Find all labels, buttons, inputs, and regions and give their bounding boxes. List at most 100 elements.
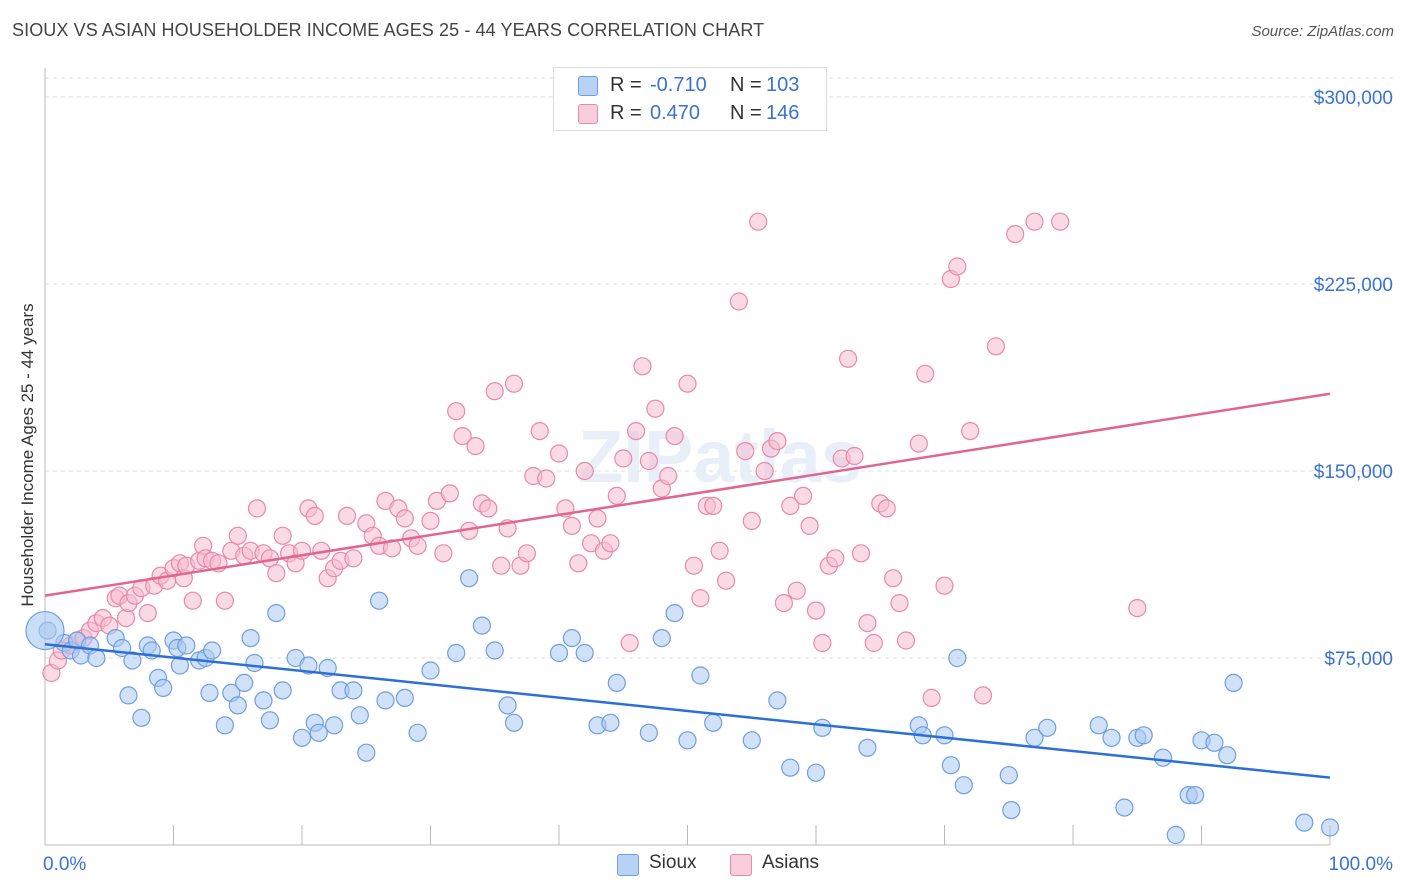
asians-point [116, 608, 136, 628]
sioux-point [935, 726, 954, 745]
asians-point [247, 499, 267, 518]
asians-point [755, 461, 774, 481]
asians-point [890, 593, 909, 613]
sioux-point [395, 688, 414, 708]
n-value: 103 [766, 74, 800, 96]
asians-point [826, 549, 845, 568]
sioux-point [678, 731, 697, 750]
asians-point [665, 427, 684, 446]
asians-point [626, 422, 646, 441]
sioux-point [154, 678, 173, 698]
sioux-point [123, 651, 142, 670]
asians-point [421, 511, 440, 531]
sioux-point [1185, 785, 1205, 805]
sioux-point [665, 603, 684, 623]
sioux-point [948, 648, 967, 668]
sioux-point [87, 648, 106, 668]
asians-point [659, 466, 678, 486]
sioux-point [1153, 748, 1173, 767]
asians-point [453, 427, 472, 446]
sioux-point [485, 641, 504, 660]
asians-point [434, 544, 453, 563]
sioux-point [460, 569, 479, 588]
asians-point [408, 536, 427, 555]
asians-point [485, 382, 504, 401]
sioux-point [447, 643, 466, 663]
sioux-point [999, 766, 1018, 785]
sioux-point [562, 628, 582, 648]
sioux-point [1205, 733, 1224, 752]
asians-point [614, 449, 633, 468]
asians-point [684, 556, 704, 575]
asians-point [562, 516, 582, 536]
asians-point [787, 581, 806, 600]
asians-swatch [730, 854, 752, 876]
asians-point [273, 526, 292, 545]
asians-point [382, 539, 402, 558]
axes [44, 68, 1331, 846]
sioux-point [575, 643, 594, 663]
asians-point [883, 569, 903, 588]
sioux-point [704, 713, 723, 732]
legend-label-sioux: Sioux [649, 852, 697, 873]
asians-point [601, 534, 620, 553]
asians-point [549, 444, 569, 463]
asians-point [504, 374, 524, 393]
sioux-point [267, 603, 286, 623]
asians-trend-line [44, 392, 1331, 597]
asians-point [806, 601, 826, 620]
asians-point [447, 402, 466, 421]
grid-lines [45, 77, 1395, 659]
asians-point [337, 506, 357, 526]
sioux-point [203, 641, 222, 660]
sioux-point [941, 756, 961, 775]
asians-point [749, 212, 768, 231]
asians-point [588, 509, 607, 528]
asians-point [896, 631, 916, 650]
asians-point [607, 486, 626, 505]
asians-point [935, 576, 954, 595]
asians-point [1051, 212, 1070, 231]
sioux-point [858, 738, 877, 757]
asians-point [1006, 225, 1025, 244]
chart-title: SIOUX VS ASIAN HOUSEHOLDER INCOME AGES 2… [12, 20, 765, 40]
asians-point [517, 544, 537, 563]
sioux-point [1038, 718, 1057, 737]
sioux-point [1002, 800, 1021, 820]
sioux-point [549, 643, 569, 663]
asians-point [742, 511, 761, 531]
asians-point [793, 486, 813, 505]
sioux-point [1320, 818, 1340, 837]
asians-point [851, 544, 871, 563]
asians-point [973, 686, 993, 705]
sioux-point [350, 706, 369, 725]
asians-point [569, 554, 588, 573]
sioux-point [498, 696, 517, 715]
asians-point [781, 496, 800, 515]
asians-point [646, 399, 665, 418]
asians-point [813, 633, 832, 653]
correlation-legend: R = -0.710 N = 103 R = 0.470 N = 146 [553, 67, 827, 131]
asians-point [479, 499, 498, 518]
asians-point [466, 437, 485, 456]
sioux-point [292, 728, 312, 747]
n-label: N = [730, 102, 762, 124]
asians-point [537, 469, 556, 488]
sioux-point [806, 763, 826, 782]
sioux-point [1134, 726, 1153, 745]
trend-lines [44, 392, 1331, 779]
asians-point [267, 564, 286, 583]
asians-point [916, 364, 935, 383]
sioux-point [472, 616, 491, 635]
sioux-point [1224, 673, 1243, 693]
asians-point [736, 442, 755, 461]
x-tick-label: 0.0% [43, 854, 86, 875]
sioux-point [132, 708, 151, 727]
asians-point [858, 613, 877, 633]
sioux-point [1166, 825, 1185, 845]
sioux-point [119, 686, 138, 705]
sioux-point [170, 656, 189, 675]
sioux-point [742, 731, 761, 750]
sioux-point [1089, 716, 1108, 735]
asians-point [639, 451, 659, 471]
